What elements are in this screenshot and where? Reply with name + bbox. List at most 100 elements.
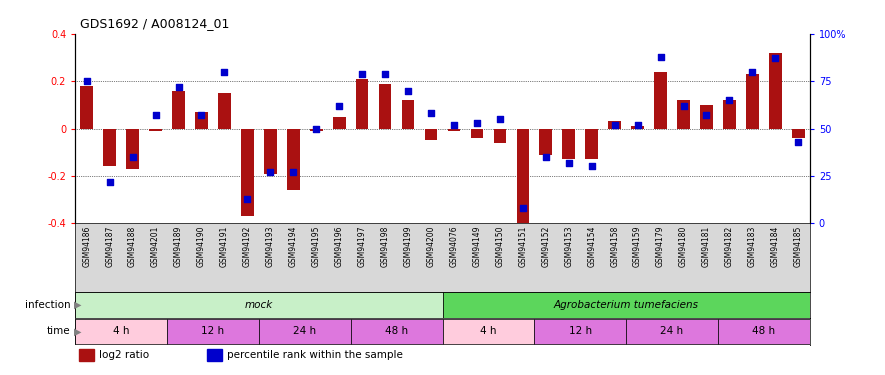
Bar [287, 129, 300, 190]
Text: GSM94196: GSM94196 [335, 225, 343, 267]
Text: GDS1692 / A008124_01: GDS1692 / A008124_01 [80, 17, 229, 30]
Bar [654, 72, 667, 129]
Bar [207, 349, 222, 361]
Text: GSM94180: GSM94180 [679, 225, 688, 267]
Point [263, 169, 277, 175]
Point [286, 169, 300, 175]
Bar [535, 319, 626, 344]
Text: infection: infection [25, 300, 71, 310]
Text: GSM94184: GSM94184 [771, 225, 780, 267]
Point [195, 112, 209, 118]
Bar [402, 100, 414, 129]
Point [722, 97, 736, 103]
Bar [241, 129, 254, 216]
Bar [150, 129, 162, 131]
Point [470, 120, 484, 126]
Text: mock: mock [245, 300, 273, 310]
Bar [310, 129, 322, 131]
Text: 24 h: 24 h [293, 327, 316, 336]
Bar [608, 122, 621, 129]
Text: time: time [47, 327, 71, 336]
Point [516, 205, 530, 211]
Bar [442, 319, 535, 344]
Point [768, 56, 782, 62]
Point [539, 154, 553, 160]
Bar [448, 129, 460, 131]
Bar [196, 112, 208, 129]
Bar [333, 117, 345, 129]
Bar [167, 319, 258, 344]
Text: GSM94193: GSM94193 [266, 225, 275, 267]
Text: GSM94151: GSM94151 [519, 225, 527, 267]
Text: Agrobacterium tumefaciens: Agrobacterium tumefaciens [554, 300, 698, 310]
Point [653, 54, 667, 60]
Text: GSM94076: GSM94076 [450, 225, 458, 267]
Bar [700, 105, 712, 129]
Bar [104, 129, 116, 166]
Point [424, 110, 438, 116]
Bar [127, 129, 139, 169]
Bar [769, 53, 781, 129]
Bar [631, 126, 644, 129]
Text: GSM94182: GSM94182 [725, 225, 734, 267]
Point [309, 126, 323, 132]
Point [172, 84, 186, 90]
Text: GSM94201: GSM94201 [151, 225, 160, 267]
Point [80, 78, 94, 84]
Text: 48 h: 48 h [385, 327, 408, 336]
Point [332, 103, 346, 109]
Point [608, 122, 622, 128]
Text: GSM94179: GSM94179 [656, 225, 665, 267]
Bar [718, 319, 810, 344]
Text: GSM94153: GSM94153 [565, 225, 573, 267]
Text: 4 h: 4 h [113, 327, 129, 336]
Point [630, 122, 644, 128]
Bar [264, 129, 277, 174]
Point [493, 116, 507, 122]
Text: ▶: ▶ [74, 300, 81, 310]
Bar [356, 79, 368, 129]
Point [562, 160, 576, 166]
Text: GSM94200: GSM94200 [427, 225, 435, 267]
Bar [442, 292, 810, 318]
Text: GSM94181: GSM94181 [702, 225, 711, 267]
Bar [379, 84, 391, 129]
Bar [75, 292, 442, 318]
Text: 4 h: 4 h [481, 327, 496, 336]
Bar [259, 319, 350, 344]
Bar [425, 129, 437, 140]
Text: GSM94185: GSM94185 [794, 225, 803, 267]
Bar [79, 349, 94, 361]
Bar [173, 91, 185, 129]
Text: GSM94198: GSM94198 [381, 225, 389, 267]
Text: GSM94190: GSM94190 [197, 225, 206, 267]
Point [378, 70, 392, 76]
Text: GSM94192: GSM94192 [242, 225, 252, 267]
Point [791, 139, 805, 145]
Point [126, 154, 140, 160]
Bar [746, 74, 758, 129]
Point [447, 122, 461, 128]
Bar [517, 129, 529, 224]
Text: 48 h: 48 h [752, 327, 775, 336]
Text: GSM94197: GSM94197 [358, 225, 366, 267]
Bar [218, 93, 231, 129]
Bar [75, 319, 167, 344]
Text: GSM94199: GSM94199 [404, 225, 412, 267]
Bar [81, 86, 93, 129]
Text: GSM94194: GSM94194 [289, 225, 297, 267]
Point [218, 69, 232, 75]
Text: GSM94149: GSM94149 [473, 225, 481, 267]
Text: 12 h: 12 h [202, 327, 225, 336]
Point [241, 196, 255, 202]
Bar [677, 100, 689, 129]
Text: percentile rank within the sample: percentile rank within the sample [227, 350, 404, 360]
Text: 12 h: 12 h [569, 327, 592, 336]
Point [745, 69, 759, 75]
Bar [540, 129, 552, 154]
Bar [350, 319, 442, 344]
Text: GSM94152: GSM94152 [542, 225, 550, 267]
Text: GSM94154: GSM94154 [588, 225, 596, 267]
Text: GSM94195: GSM94195 [312, 225, 320, 267]
Bar [563, 129, 575, 159]
